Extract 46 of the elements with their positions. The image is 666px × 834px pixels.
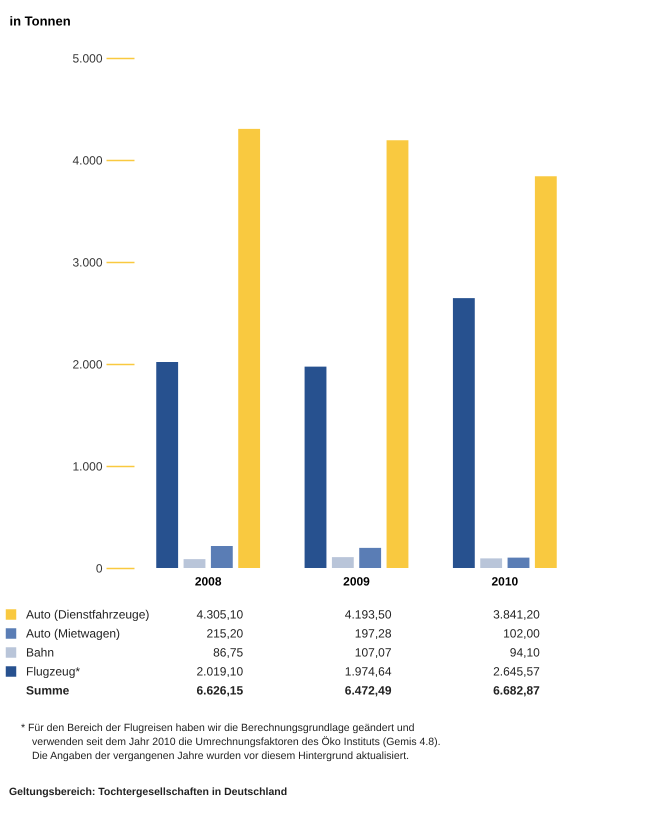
y-tick-label: 4.000 xyxy=(72,154,103,168)
data-label: 2.645,57 xyxy=(493,664,540,678)
data-label: 107,07 xyxy=(354,646,392,660)
bar xyxy=(156,362,178,568)
y-tick-label: 3.000 xyxy=(72,256,103,270)
bar xyxy=(452,298,475,568)
legend-label: Auto (Dienstfahrzeuge) xyxy=(26,608,150,622)
legend-label: Flugzeug* xyxy=(26,664,80,678)
text: Die Angaben der vergangenen Jahre wurden vor diesem Hintergrund aktualisiert. xyxy=(32,750,410,762)
bar xyxy=(359,548,382,568)
data-label: 215,20 xyxy=(206,626,244,640)
y-tick-label: 5.000 xyxy=(72,52,103,66)
data-label: 1.974,64 xyxy=(344,664,392,678)
text: * Für den Bereich der Flugreisen haben wir die Berechnungsgrundlage geändert und xyxy=(21,722,415,734)
data-label: 102,00 xyxy=(503,626,540,640)
y-tick-label: 1.000 xyxy=(72,460,103,474)
x-tick-label: 2010 xyxy=(491,574,519,588)
data-label: 3.841,20 xyxy=(493,608,540,622)
text: Geltungsbereich: Tochtergesellschaften in Deutschland xyxy=(9,786,288,798)
text: 6.682,87 xyxy=(493,684,540,698)
bar xyxy=(184,559,206,568)
x-tick-label: 2008 xyxy=(194,574,222,588)
legend-label: Auto (Mietwagen) xyxy=(26,626,120,640)
text: verwenden seit dem Jahr 2010 die Umrechnungsfaktoren des Öko Instituts (Gemis 4.8). xyxy=(32,736,441,748)
data-label: 86,75 xyxy=(213,646,244,660)
legend-label: Bahn xyxy=(26,646,54,660)
y-axis-title: in Tonnen xyxy=(10,14,71,28)
bar xyxy=(480,558,502,568)
text: 6.472,49 xyxy=(344,684,392,698)
text: 6.626,15 xyxy=(196,684,244,698)
bar xyxy=(332,557,354,568)
data-label: 4.305,10 xyxy=(196,608,244,622)
data-label: 2.019,10 xyxy=(196,664,244,678)
bar xyxy=(534,176,557,568)
data-label: 197,28 xyxy=(354,626,392,640)
data-label: 4.193,50 xyxy=(344,608,392,622)
text: Summe xyxy=(26,684,70,698)
bar xyxy=(238,128,260,568)
bar xyxy=(386,140,408,568)
x-tick-label: 2009 xyxy=(343,574,370,588)
bar xyxy=(508,558,530,568)
y-tick-label: 2.000 xyxy=(72,358,103,372)
y-tick-label: 0 xyxy=(96,562,103,576)
data-label: 94,10 xyxy=(510,646,540,660)
bar xyxy=(210,546,233,568)
bar xyxy=(304,366,326,568)
